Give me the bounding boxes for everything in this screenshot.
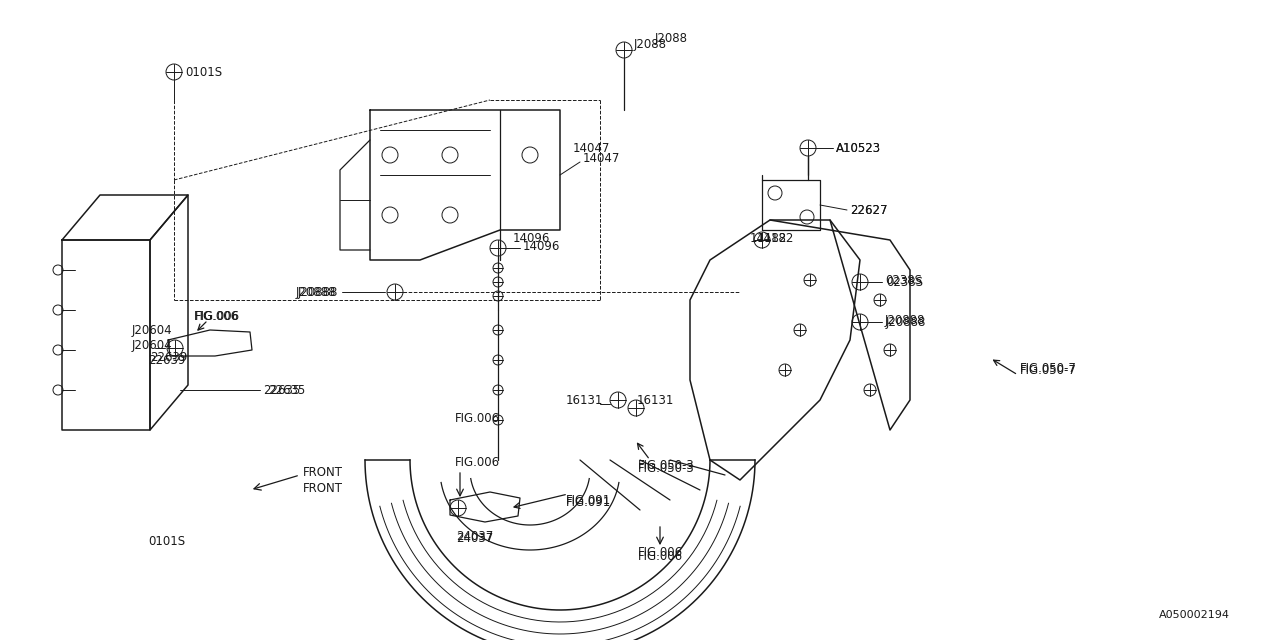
Text: J20888: J20888 [298, 285, 338, 298]
Text: 22639: 22639 [148, 353, 186, 367]
Text: 24037: 24037 [456, 529, 493, 543]
Text: J20604: J20604 [132, 339, 173, 351]
Text: J20888: J20888 [886, 316, 927, 328]
Text: A10523: A10523 [836, 141, 881, 154]
Text: FIG.006: FIG.006 [454, 412, 500, 424]
Text: FRONT: FRONT [303, 465, 343, 479]
Text: A10523: A10523 [836, 141, 881, 154]
Text: 14047: 14047 [573, 141, 611, 154]
Text: 16131: 16131 [566, 394, 603, 406]
Text: 14182: 14182 [750, 232, 787, 244]
Text: J2088: J2088 [634, 38, 667, 51]
Text: FIG.006: FIG.006 [637, 545, 684, 559]
Text: A050002194: A050002194 [1158, 610, 1230, 620]
Text: 22635: 22635 [268, 383, 305, 397]
Text: J20604: J20604 [132, 323, 173, 337]
Text: 0238S: 0238S [886, 275, 923, 289]
Text: 22627: 22627 [850, 204, 887, 216]
Text: FIG.050-3: FIG.050-3 [637, 461, 695, 474]
Text: FIG.006: FIG.006 [454, 456, 500, 468]
Text: 14047: 14047 [582, 152, 621, 164]
Text: 22635: 22635 [262, 383, 301, 397]
Text: J20888: J20888 [296, 285, 335, 298]
Text: 22639: 22639 [150, 351, 187, 364]
Text: FIG.050-7: FIG.050-7 [1020, 364, 1076, 376]
Text: 0101S: 0101S [148, 535, 186, 548]
Text: FIG.006: FIG.006 [195, 310, 241, 323]
Text: FIG.006: FIG.006 [195, 310, 239, 323]
Text: FIG.091: FIG.091 [566, 493, 612, 506]
Text: 14182: 14182 [756, 232, 795, 244]
Text: FIG.050-3: FIG.050-3 [637, 458, 695, 472]
Text: 22627: 22627 [850, 204, 887, 216]
Text: 0101S: 0101S [186, 65, 223, 79]
Text: 16131: 16131 [637, 394, 675, 406]
Text: FIG.091: FIG.091 [566, 495, 612, 509]
Text: J20888: J20888 [884, 314, 925, 326]
Text: 14096: 14096 [513, 232, 550, 244]
Text: FIG.006: FIG.006 [637, 550, 684, 563]
Text: 14096: 14096 [524, 239, 561, 253]
Text: 24037: 24037 [456, 531, 493, 545]
Text: J2088: J2088 [655, 31, 689, 45]
Text: FIG.050-7: FIG.050-7 [1020, 362, 1076, 374]
Text: FRONT: FRONT [303, 481, 343, 495]
Text: 0238S: 0238S [884, 273, 922, 287]
